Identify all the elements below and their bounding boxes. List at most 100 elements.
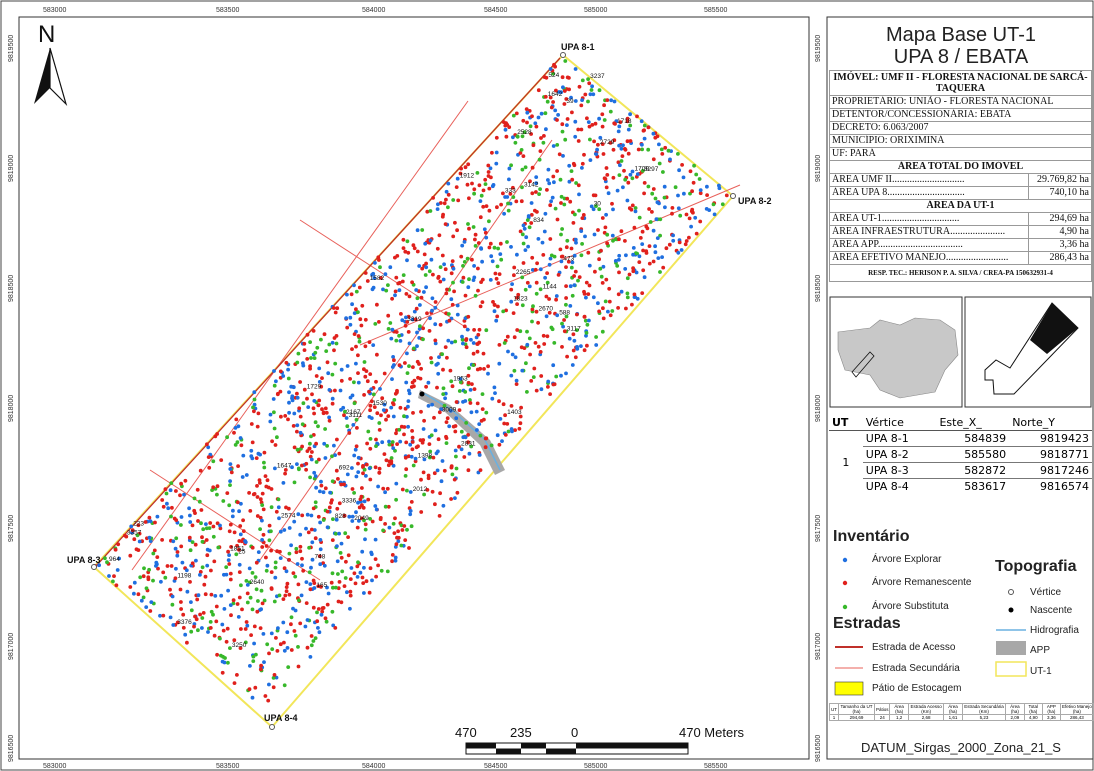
tree-point: [356, 380, 361, 385]
tree-point: [376, 255, 381, 260]
tree-point: [173, 576, 178, 581]
tree-point: [347, 514, 352, 519]
tree-point: [625, 139, 630, 144]
summary-value-cell: 2,09: [1005, 714, 1025, 721]
tree-point: [362, 393, 366, 397]
tree-point: [354, 510, 358, 515]
summary-header-cell: Estrada Acesso (Km): [907, 703, 945, 715]
tree-point: [149, 600, 154, 604]
tree-point: [514, 199, 519, 204]
tree-point: [134, 547, 139, 552]
summary-header-cell: APP (ha): [1041, 703, 1061, 715]
tree-point: [321, 561, 325, 565]
tree-point: [318, 547, 323, 552]
tree-point: [497, 399, 501, 404]
tree-point: [565, 354, 569, 359]
tree-point: [470, 257, 474, 262]
tree-point: [211, 524, 216, 529]
tree-point: [264, 568, 269, 573]
tree-point: [527, 225, 532, 230]
proprietario-label: PROPRIETÁRIO: UNIÃO - FLORESTA NACIONAL: [829, 95, 1092, 109]
tree-point: [318, 538, 323, 542]
tree-point: [270, 439, 274, 444]
tree-point: [548, 95, 553, 100]
tree-point: [287, 551, 292, 556]
tree-point: [434, 363, 439, 367]
tree-point: [238, 646, 243, 650]
tree-point: [269, 587, 274, 591]
tree-point: [296, 466, 301, 471]
tree-point: [404, 380, 409, 385]
tree-point: [542, 229, 547, 234]
tree-point: [269, 529, 273, 534]
tree-point: [624, 306, 628, 311]
tree-point: [386, 327, 391, 331]
tree-point: [505, 334, 510, 339]
tree-point: [336, 477, 340, 481]
tree-point: [278, 549, 282, 554]
tree-point: [504, 134, 509, 139]
tree-point: [592, 139, 596, 144]
tree-point: [608, 109, 613, 114]
vertex-label: UPA 8-3: [67, 555, 101, 565]
tree-point: [316, 403, 321, 407]
tree-point: [546, 178, 550, 182]
tree-point: [560, 321, 564, 326]
tree-point: [290, 394, 295, 399]
tree-point: [406, 454, 411, 459]
tree-point: [276, 626, 280, 631]
tree-point: [537, 192, 541, 197]
tree-point: [212, 633, 217, 638]
tree-point: [476, 332, 481, 337]
tree-point: [237, 595, 242, 600]
tree-point: [529, 201, 534, 205]
tree-point: [641, 248, 645, 253]
tree-point: [454, 466, 459, 471]
tree-point: [617, 173, 622, 178]
tree-point: [419, 295, 424, 300]
tree-point: [635, 114, 639, 119]
tree-point: [255, 609, 260, 614]
tree-point: [315, 610, 319, 615]
tree-point: [717, 186, 722, 191]
tree-point: [492, 303, 497, 307]
tree-point: [128, 585, 133, 589]
tree-point: [267, 523, 272, 528]
tree-point: [501, 120, 506, 124]
tree-point: [255, 514, 260, 518]
tree-point: [344, 416, 349, 420]
tree-point: [593, 269, 597, 274]
tree-point: [572, 274, 576, 278]
tree-point: [371, 343, 376, 347]
tree-point: [239, 583, 243, 588]
tree-point: [305, 645, 310, 650]
tree-point: [556, 113, 560, 117]
tree-point: [448, 408, 453, 413]
tree-point: [375, 411, 380, 416]
tree-point: [361, 581, 366, 585]
tree-point: [624, 253, 628, 258]
tree-point: [248, 509, 253, 513]
tree-point: [410, 435, 415, 440]
tree-point: [316, 514, 321, 519]
tree-point: [262, 450, 267, 455]
tree-point: [430, 296, 435, 301]
tree-point: [436, 449, 440, 454]
tree-point: [515, 302, 519, 306]
tree-point: [352, 332, 357, 336]
tree-point: [322, 563, 327, 568]
tree-point: [564, 302, 568, 307]
tree-point: [476, 266, 480, 271]
tree-point: [147, 515, 152, 520]
tree-point: [295, 391, 299, 396]
tree-point: [566, 259, 571, 264]
tree-point: [369, 387, 374, 392]
tree-point: [248, 664, 252, 668]
summary-header-cell: Área (ha): [1005, 703, 1025, 715]
tree-label: 3142: [524, 181, 539, 188]
tree-point: [200, 565, 205, 570]
tree-point: [348, 606, 352, 611]
tree-point: [440, 253, 445, 258]
tree-point: [486, 163, 491, 168]
tree-point: [471, 341, 476, 345]
